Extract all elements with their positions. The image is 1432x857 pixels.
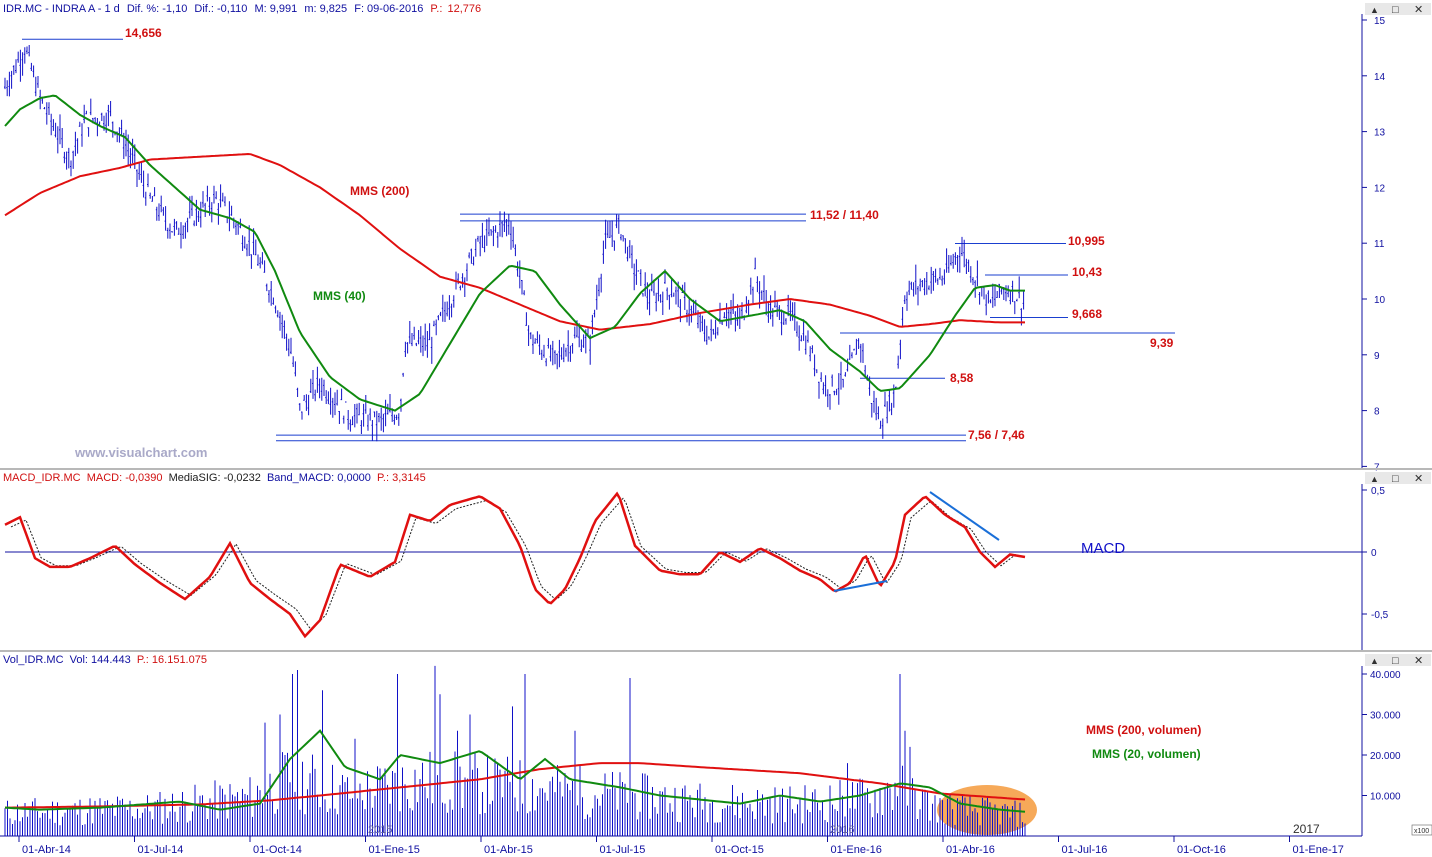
price-window-controls[interactable]: ▲ □ ✕ [1365,3,1431,16]
x-axis-label: 01-Jul-16 [1062,844,1108,856]
macd-axis-label: 0 [1371,548,1377,559]
label-r1: 10,995 [1068,234,1105,248]
watermark: www.visualchart.com [74,445,207,460]
x-axis-label: 01-Oct-15 [715,844,764,856]
macd-axis: 0,5 0 -0,5 [1362,486,1389,621]
label-r2: 10,43 [1072,265,1102,279]
label-s2: 9,39 [1150,336,1174,350]
label-s3: 8,58 [950,371,974,385]
volume-axis: 40.000 30.000 20.000 10.000 [1362,670,1401,803]
price-axis-label: 13 [1374,128,1386,139]
label-range-top: 11,52 / 11,40 [810,208,879,222]
macd-header: MACD_IDR.MC MACD: -0,0390 MediaSIG: -0,0… [3,472,426,484]
volume-mms200-line [5,762,1026,809]
minimize-icon[interactable]: ▲ [1370,5,1379,15]
x-axis-label: 01-Abr-14 [22,844,71,856]
macd-signal-line [10,497,1017,631]
close-icon[interactable]: ✕ [1414,4,1423,16]
label-mms40: MMS (40) [313,289,366,303]
volume-mms20-line [4,729,1026,813]
label-high: 14,656 [125,26,162,40]
volume-mms200-label: MMS (200, volumen) [1086,723,1201,737]
volume-header: Vol_IDR.MC Vol: 144.443 P.: 16.151.075 [3,654,207,666]
maximize-icon[interactable]: □ [1392,4,1399,16]
volume-axis-label: 20.000 [1370,751,1401,762]
divergence-line-bottom [833,580,888,592]
x-axis-label: 01-Ene-16 [831,844,882,856]
x-axis: 01-Abr-14 01-Jul-14 01-Oct-14 01-Ene-15 01-A… [18,836,1344,856]
x-axis-label: 01-Abr-16 [946,844,995,856]
volume-axis-label: 40.000 [1370,670,1401,681]
support-resistance-lines [22,38,1175,442]
macd-window-controls[interactable]: ▲ □ ✕ [1365,472,1431,485]
macd-panel[interactable]: MACD_IDR.MC MACD: -0,0390 MediaSIG: -0,0… [3,472,1389,650]
macd-line [4,491,1026,639]
label-bottom: 7,56 / 7,46 [968,428,1025,442]
maximize-icon[interactable]: □ [1392,655,1399,667]
close-icon[interactable]: ✕ [1414,655,1423,667]
minimize-icon[interactable]: ▲ [1370,656,1379,666]
year-mark-2017: 2017 [1293,822,1320,836]
price-axis-label: 10 [1374,295,1386,306]
x-axis-label: 01-Jul-15 [600,844,646,856]
price-axis-label: 7 [1374,462,1380,473]
volume-mms20-label: MMS (20, volumen) [1092,747,1201,761]
x-axis-label: 01-Abr-15 [484,844,533,856]
x-axis-label: 01-Jul-14 [138,844,184,856]
price-panel[interactable]: IDR.MC - INDRA A - 1 d Dif. %: -1,10 Dif… [0,0,1432,473]
price-axis-label: 9 [1374,351,1380,362]
price-bars [4,45,1025,442]
x-axis-label: 01-Oct-14 [253,844,302,856]
maximize-icon[interactable]: □ [1392,473,1399,485]
x-axis-label: 01-Oct-16 [1177,844,1226,856]
volume-panel[interactable]: Vol_IDR.MC Vol: 144.443 P.: 16.151.075 4… [3,654,1432,836]
price-axis-label: 12 [1374,183,1386,194]
price-axis-label: 14 [1374,72,1386,83]
divergence-line-top [929,491,1000,541]
volume-scale-note: x100 [1414,828,1429,835]
close-icon[interactable]: ✕ [1414,473,1423,485]
x-axis-label: 01-Ene-17 [1293,844,1344,856]
volume-window-controls[interactable]: ▲ □ ✕ [1365,654,1431,667]
volume-axis-label: 30.000 [1370,711,1401,722]
volume-bars [4,665,1026,836]
year-mark-2016: 2016 [830,824,854,836]
price-header: IDR.MC - INDRA A - 1 d Dif. %: -1,10 Dif… [3,3,481,15]
mms200-line [4,152,1025,331]
price-axis-label: 15 [1374,16,1386,27]
macd-axis-label: 0,5 [1371,486,1385,497]
label-mms200: MMS (200) [350,184,409,198]
volume-axis-label: 10.000 [1370,792,1401,803]
price-axis-label: 8 [1374,407,1380,418]
minimize-icon[interactable]: ▲ [1370,474,1379,484]
price-axis-label: 11 [1374,239,1385,250]
year-mark-2015: 2015 [368,824,392,836]
price-axis: 15 14 13 12 11 10 9 8 7 [1362,16,1386,473]
macd-axis-label: -0,5 [1371,610,1389,621]
x-axis-label: 01-Ene-15 [369,844,420,856]
label-s1: 9,668 [1072,307,1102,321]
macd-label: MACD [1081,540,1125,557]
mms40-line [4,94,1025,412]
